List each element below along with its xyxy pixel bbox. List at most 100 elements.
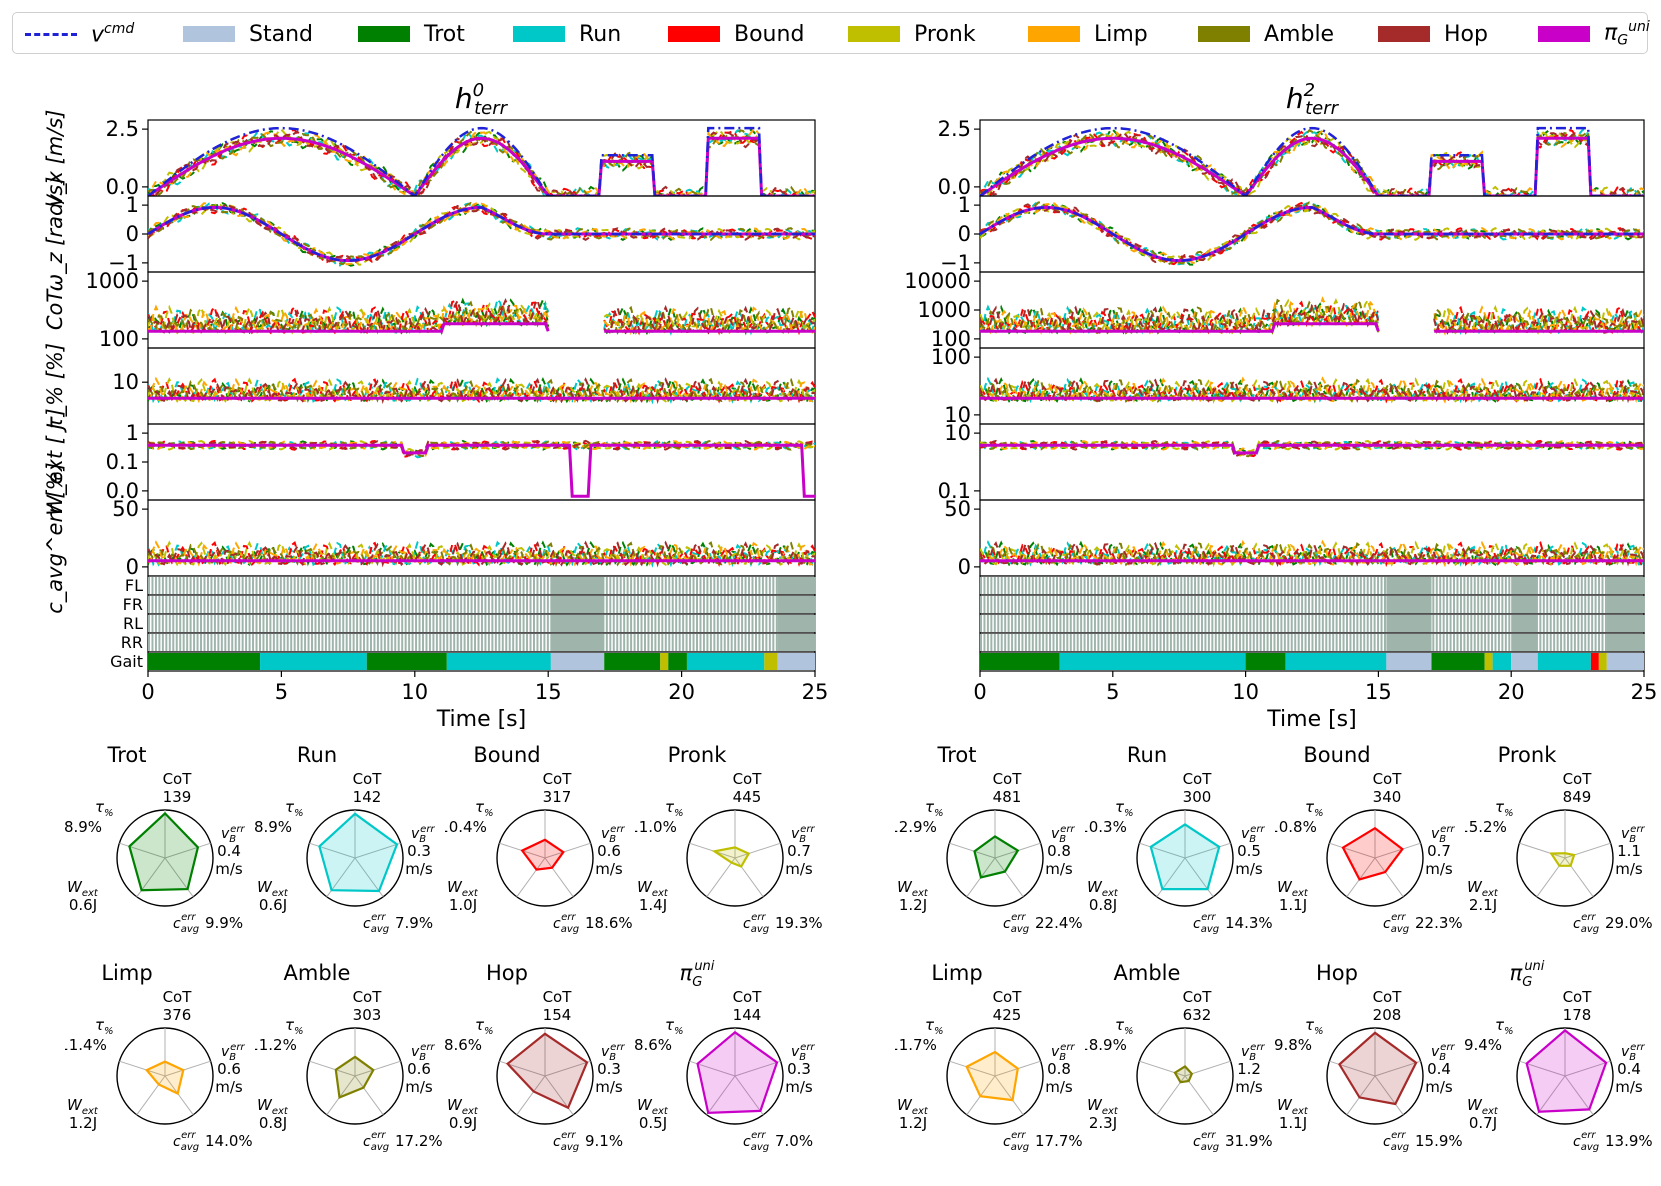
stance-stripe xyxy=(1283,596,1286,613)
series-line-run xyxy=(980,128,1644,196)
stance-stripe xyxy=(408,615,411,632)
stance-stripe xyxy=(1522,596,1525,613)
stance-stripe xyxy=(654,596,657,613)
stance-stripe xyxy=(1535,634,1538,651)
stance-stripe xyxy=(1480,615,1483,632)
stance-stripe xyxy=(328,577,331,594)
stance-stripe xyxy=(265,596,268,613)
stance-stripe xyxy=(1280,634,1283,651)
stance-stripe xyxy=(1618,596,1621,613)
gait-segment-trot xyxy=(980,653,1060,670)
stance-stripe xyxy=(442,577,445,594)
legend-entry: vcmd xyxy=(25,20,134,48)
stance-stripe xyxy=(238,596,241,613)
stance-stripe xyxy=(806,596,809,613)
stance-stripe xyxy=(578,615,581,632)
stance-stripe xyxy=(1180,634,1183,651)
stance-stripe xyxy=(158,634,161,651)
stance-stripe xyxy=(1504,615,1507,632)
stance-stripe xyxy=(671,615,674,632)
stance-stripe xyxy=(210,615,213,632)
stance-stripe xyxy=(148,615,150,632)
stance-stripe xyxy=(1135,577,1138,594)
stance-stripe xyxy=(588,615,591,632)
stance-stripe xyxy=(668,596,671,613)
stance-stripe xyxy=(1408,596,1411,613)
stance-stripe xyxy=(311,577,314,594)
stance-stripe xyxy=(487,615,490,632)
stance-stripe xyxy=(1100,615,1103,632)
stance-stripe xyxy=(1539,615,1542,632)
stance-stripe xyxy=(803,577,806,594)
stance-stripe xyxy=(734,596,737,613)
radar-value-cot: 849 xyxy=(1563,788,1592,806)
stance-stripe xyxy=(1356,596,1359,613)
stance-stripe xyxy=(1504,577,1507,594)
stance-stripe xyxy=(193,634,196,651)
stance-stripe xyxy=(748,615,751,632)
stance-stripe xyxy=(272,634,275,651)
stance-stripe xyxy=(196,634,199,651)
stance-stripe xyxy=(428,577,431,594)
stance-stripe xyxy=(494,634,497,651)
stance-stripe xyxy=(657,615,660,632)
stance-stripe xyxy=(425,615,428,632)
gait-segment-run xyxy=(1059,653,1246,670)
stance-stripe xyxy=(1342,615,1345,632)
stance-stripe xyxy=(1290,577,1293,594)
radar-value-cerr: 22.4% xyxy=(1035,914,1083,932)
stance-stripe xyxy=(571,634,574,651)
stance-stripe xyxy=(1591,615,1594,632)
stance-stripe xyxy=(428,634,431,651)
stance-stripe xyxy=(220,634,223,651)
stance-stripe xyxy=(1142,634,1145,651)
stance-stripe xyxy=(1166,577,1169,594)
legend-label: Hop xyxy=(1444,21,1488,47)
stance-stripe xyxy=(567,615,570,632)
stance-stripe xyxy=(793,577,796,594)
stance-stripe xyxy=(453,577,456,594)
stance-stripe xyxy=(986,577,989,594)
radar-polygon xyxy=(520,838,565,871)
stance-stripe xyxy=(1532,615,1535,632)
stance-stripe xyxy=(1383,615,1386,632)
x-tick-label: 15 xyxy=(535,680,562,704)
radar-axis-label: CoT xyxy=(163,988,193,1006)
stance-stripe xyxy=(793,615,796,632)
stance-stripe xyxy=(265,577,268,594)
radar-spoke xyxy=(136,1075,166,1116)
stance-stripe xyxy=(598,596,601,613)
stance-stripe xyxy=(550,577,553,594)
stance-stripe xyxy=(699,596,702,613)
legend-swatch xyxy=(513,26,565,42)
stance-stripe xyxy=(1314,596,1317,613)
series-line-limp xyxy=(980,376,1644,405)
stance-stripe xyxy=(1625,615,1628,632)
stance-stripe xyxy=(675,634,678,651)
radar-value-cerr: 7.9% xyxy=(395,914,433,932)
stance-stripe xyxy=(1629,577,1632,594)
stance-stripe xyxy=(1456,634,1459,651)
stance-stripe xyxy=(581,596,584,613)
stance-stripe xyxy=(1446,615,1449,632)
stance-stripe xyxy=(571,615,574,632)
stance-stripe xyxy=(1159,577,1162,594)
stance-stripe xyxy=(1370,615,1373,632)
stance-stripe xyxy=(1408,577,1411,594)
series-line-trot xyxy=(980,377,1644,404)
series-line-run xyxy=(980,202,1644,266)
stance-stripe xyxy=(328,596,331,613)
stance-stripe xyxy=(411,615,414,632)
stance-stripe xyxy=(1017,634,1020,651)
stance-stripe xyxy=(1256,634,1259,651)
stance-stripe xyxy=(682,596,685,613)
stance-stripe xyxy=(234,634,237,651)
stance-stripe xyxy=(265,615,268,632)
stance-stripe xyxy=(1594,577,1597,594)
stance-stripe xyxy=(158,577,161,594)
y-tick-label: 0.1 xyxy=(938,479,971,503)
stance-stripe xyxy=(1553,615,1556,632)
stance-stripe xyxy=(276,634,279,651)
stance-stripe xyxy=(314,615,317,632)
stance-stripe xyxy=(564,615,567,632)
